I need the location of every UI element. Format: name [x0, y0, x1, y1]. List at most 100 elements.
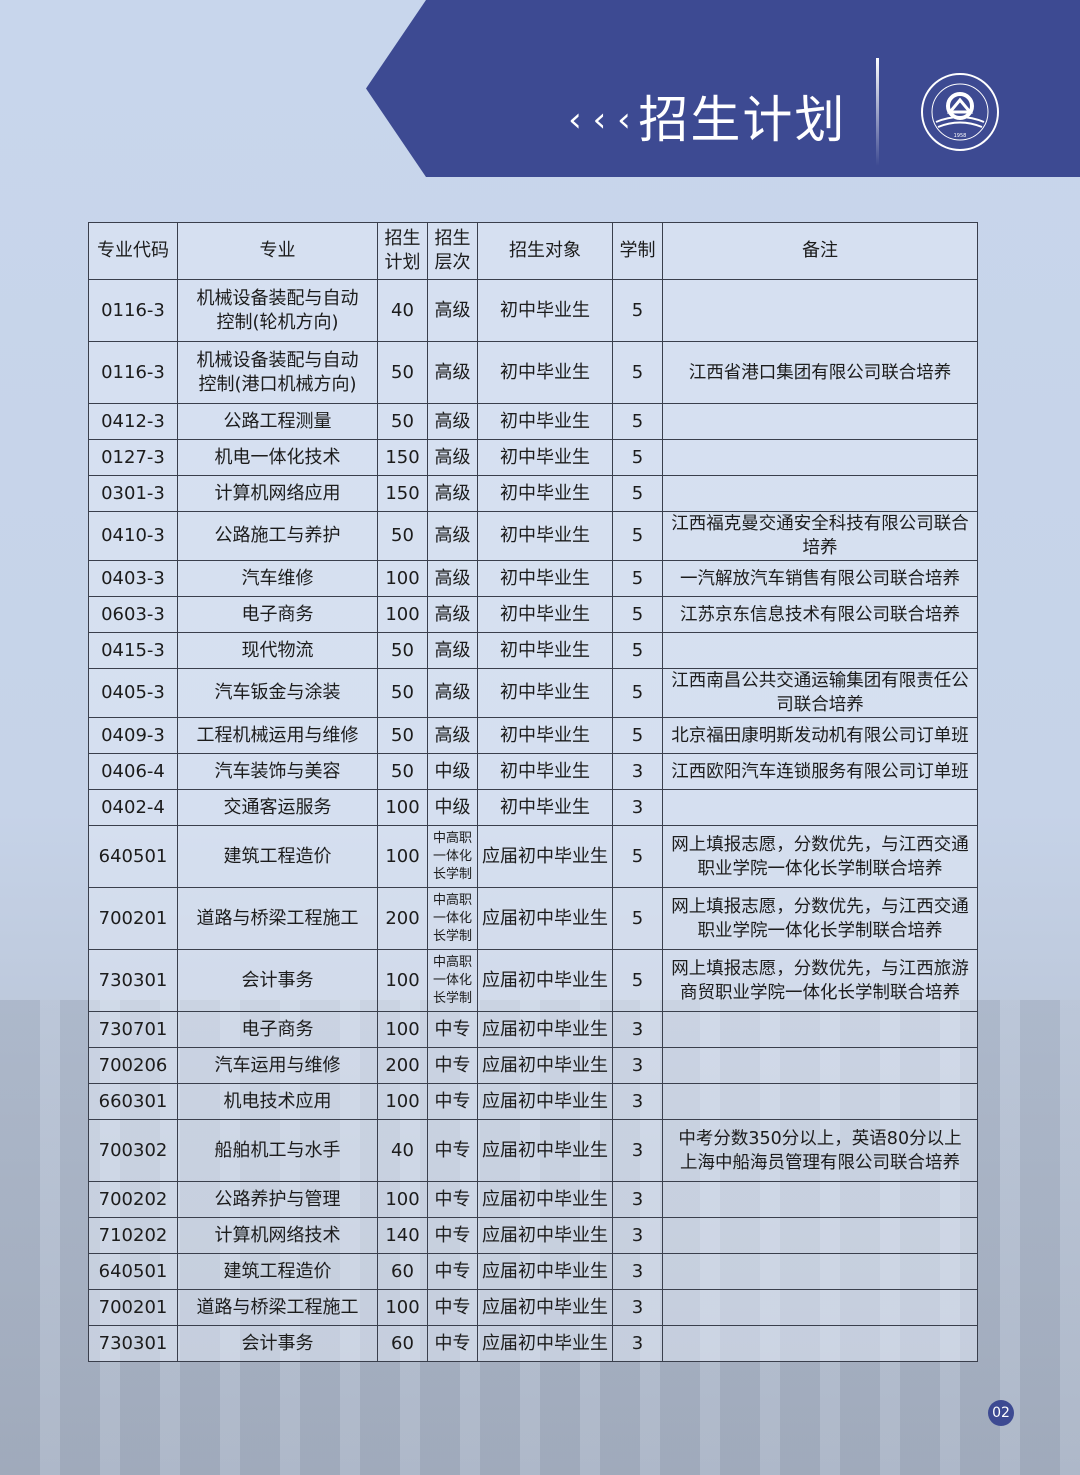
cell-target: 应届初中毕业生: [477, 949, 613, 1012]
divider: [876, 58, 879, 166]
cell-note: 中考分数350分以上，英语80分以上上海中船海员管理有限公司联合培养: [662, 1119, 978, 1182]
cell-code: 700302: [88, 1119, 178, 1182]
cell-target: 应届初中毕业生: [477, 1119, 613, 1182]
cell-note: [662, 1047, 978, 1084]
cell-plan: 100: [377, 825, 428, 888]
cell-plan: 100: [377, 1083, 428, 1120]
title-text: 招生计划: [638, 91, 847, 149]
cell-code: 640501: [88, 1253, 178, 1290]
cell-note: [662, 439, 978, 476]
cell-level: 中专: [427, 1253, 478, 1290]
cell-level: 中高职一体化长学制: [427, 949, 478, 1012]
cell-code: 0406-4: [88, 753, 178, 790]
cell-years: 5: [612, 439, 663, 476]
table-row: 730301 会计事务 60 中专 应届初中毕业生 3: [88, 1325, 978, 1362]
table-row: 730701 电子商务 100 中专 应届初中毕业生 3: [88, 1011, 978, 1048]
cell-plan: 50: [377, 668, 428, 718]
cell-level: 中级: [427, 753, 478, 790]
cell-level: 高级: [427, 596, 478, 633]
cell-level: 中专: [427, 1217, 478, 1254]
cell-level: 高级: [427, 717, 478, 754]
table-row: 660301 机电技术应用 100 中专 应届初中毕业生 3: [88, 1083, 978, 1120]
cell-years: 3: [612, 1325, 663, 1362]
cell-level: 中专: [427, 1181, 478, 1218]
cell-years: 3: [612, 1047, 663, 1084]
cell-major: 机电一体化技术: [177, 439, 378, 476]
col-code: 专业代码: [88, 222, 178, 280]
table-row: 700201 道路与桥梁工程施工 100 中专 应届初中毕业生 3: [88, 1289, 978, 1326]
table-row: 0415-3 现代物流 50 高级 初中毕业生 5: [88, 632, 978, 669]
cell-target: 应届初中毕业生: [477, 1083, 613, 1120]
cell-years: 3: [612, 1253, 663, 1290]
table-row: 0116-3 机械设备装配与自动控制(港口机械方向) 50 高级 初中毕业生 5 江西省港口…: [88, 341, 978, 404]
cell-level: 中专: [427, 1289, 478, 1326]
cell-code: 730301: [88, 949, 178, 1012]
cell-major: 建筑工程造价: [177, 1253, 378, 1290]
cell-years: 5: [612, 949, 663, 1012]
enrollment-table: 专业代码 专业 招生计划 招生层次 招生对象 学制 备注 0116-3 机械设备装…: [88, 222, 978, 1362]
cell-target: 初中毕业生: [477, 560, 613, 597]
cell-note: 网上填报志愿，分数优先，与江西交通职业学院一体化长学制联合培养: [662, 887, 978, 950]
cell-major: 电子商务: [177, 596, 378, 633]
table-row: 700202 公路养护与管理 100 中专 应届初中毕业生 3: [88, 1181, 978, 1218]
cell-major: 公路施工与养护: [177, 511, 378, 561]
cell-level: 中专: [427, 1083, 478, 1120]
cell-level: 高级: [427, 279, 478, 342]
cell-code: 700206: [88, 1047, 178, 1084]
cell-target: 应届初中毕业生: [477, 1011, 613, 1048]
table-row: 700206 汽车运用与维修 200 中专 应届初中毕业生 3: [88, 1047, 978, 1084]
cell-level: 高级: [427, 511, 478, 561]
cell-target: 应届初中毕业生: [477, 825, 613, 888]
cell-years: 3: [612, 1011, 663, 1048]
cell-plan: 40: [377, 279, 428, 342]
cell-major: 船舶机工与水手: [177, 1119, 378, 1182]
cell-plan: 100: [377, 596, 428, 633]
cell-code: 0410-3: [88, 511, 178, 561]
cell-code: 0116-3: [88, 279, 178, 342]
cell-target: 应届初中毕业生: [477, 1047, 613, 1084]
cell-level: 高级: [427, 475, 478, 512]
cell-note: [662, 1083, 978, 1120]
cell-level: 高级: [427, 439, 478, 476]
cell-note: [662, 632, 978, 669]
cell-note: 江西福克曼交通安全科技有限公司联合培养: [662, 511, 978, 561]
table-row: 0116-3 机械设备装配与自动控制(轮机方向) 40 高级 初中毕业生 5: [88, 279, 978, 342]
cell-plan: 100: [377, 1289, 428, 1326]
cell-target: 初中毕业生: [477, 596, 613, 633]
cell-note: [662, 1217, 978, 1254]
svg-text:1958: 1958: [954, 133, 967, 139]
cell-level: 中专: [427, 1011, 478, 1048]
col-note: 备注: [662, 222, 978, 280]
cell-level: 高级: [427, 341, 478, 404]
cell-plan: 50: [377, 403, 428, 440]
cell-years: 5: [612, 403, 663, 440]
cell-years: 3: [612, 1289, 663, 1326]
cell-code: 0412-3: [88, 403, 178, 440]
cell-level: 中高职一体化长学制: [427, 887, 478, 950]
cell-code: 640501: [88, 825, 178, 888]
cell-target: 初中毕业生: [477, 279, 613, 342]
cell-years: 3: [612, 789, 663, 826]
cell-target: 初中毕业生: [477, 668, 613, 718]
table-row: 700302 船舶机工与水手 40 中专 应届初中毕业生 3 中考分数350分以上，英语80…: [88, 1119, 978, 1182]
cell-years: 5: [612, 341, 663, 404]
cell-major: 会计事务: [177, 949, 378, 1012]
cell-code: 0409-3: [88, 717, 178, 754]
cell-plan: 100: [377, 1011, 428, 1048]
table-row: 700201 道路与桥梁工程施工 200 中高职一体化长学制 应届初中毕业生 5 网上填报志…: [88, 887, 978, 950]
cell-target: 初中毕业生: [477, 475, 613, 512]
cell-years: 5: [612, 887, 663, 950]
cell-code: 0301-3: [88, 475, 178, 512]
cell-note: 江苏京东信息技术有限公司联合培养: [662, 596, 978, 633]
cell-years: 5: [612, 511, 663, 561]
cell-note: [662, 1253, 978, 1290]
cell-code: 700201: [88, 887, 178, 950]
cell-plan: 60: [377, 1325, 428, 1362]
cell-plan: 50: [377, 632, 428, 669]
table-row: 710202 计算机网络技术 140 中专 应届初中毕业生 3: [88, 1217, 978, 1254]
cell-level: 高级: [427, 668, 478, 718]
table-row: 0412-3 公路工程测量 50 高级 初中毕业生 5: [88, 403, 978, 440]
cell-target: 应届初中毕业生: [477, 1253, 613, 1290]
cell-years: 5: [612, 475, 663, 512]
cell-code: 710202: [88, 1217, 178, 1254]
